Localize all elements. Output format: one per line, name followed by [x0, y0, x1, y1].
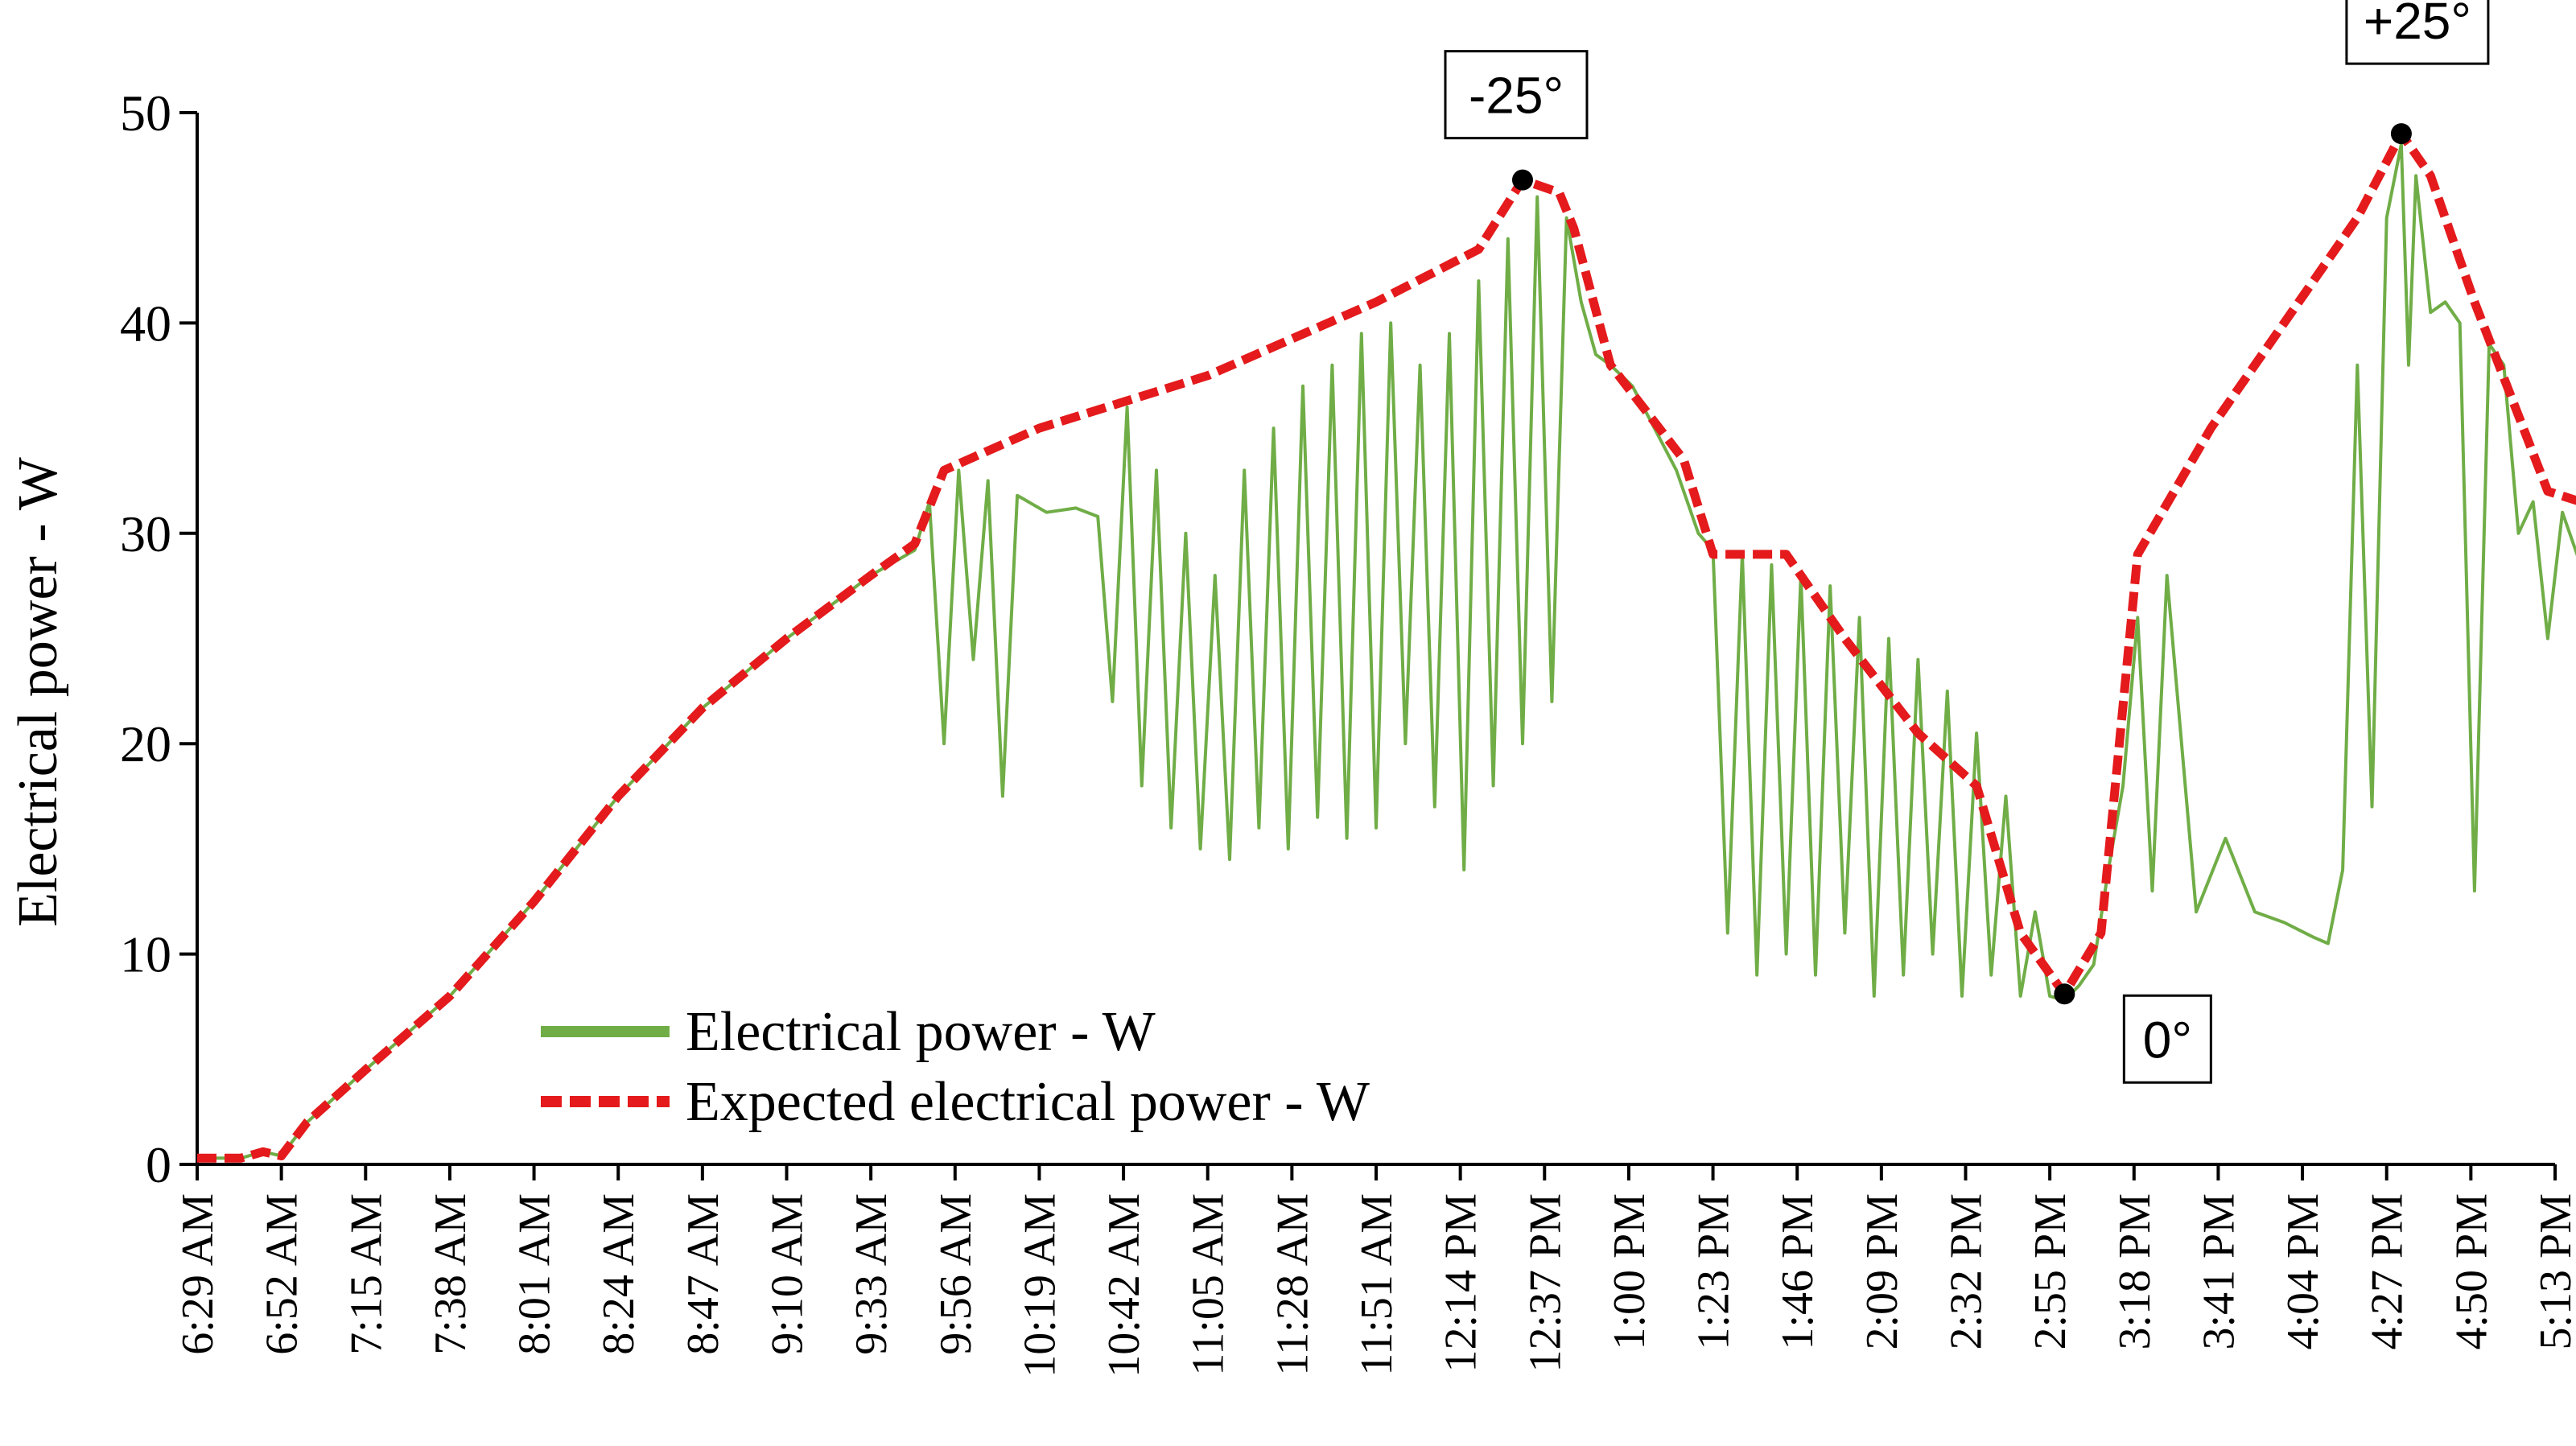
y-axis-title: Electrical power - W	[7, 457, 69, 927]
annotation-box	[1444, 50, 1589, 140]
x-tick-label: 7:15 AM	[341, 1193, 391, 1355]
x-tick-label: 4:04 PM	[2278, 1193, 2328, 1350]
x-tick-label: 1:46 PM	[1773, 1193, 1823, 1350]
x-tick-label: 8:01 AM	[510, 1193, 560, 1355]
x-axis-ticks: 6:29 AM 6:52 AM 7:15 AM 7:38 AM 8:01 AM 8:24 …	[173, 1164, 2576, 1378]
x-tick-label: 12:14 PM	[1436, 1193, 1486, 1373]
x-tick-label: 8:24 AM	[594, 1193, 644, 1355]
annotation-label: 0°	[2143, 1011, 2192, 1069]
annotation-marker	[2054, 983, 2075, 1005]
x-tick-label: 4:50 PM	[2446, 1193, 2496, 1350]
legend-label-expected-electrical-power: Expected electrical power - W	[686, 1071, 1370, 1133]
x-tick-label: 11:28 AM	[1267, 1193, 1317, 1376]
x-tick-label: 9:56 AM	[931, 1193, 981, 1355]
annotation-box	[2345, 0, 2490, 65]
x-tick-label: 2:09 PM	[1857, 1193, 1907, 1350]
x-tick-label: 3:18 PM	[2110, 1193, 2160, 1350]
legend: Electrical power - W Expected electrical…	[541, 1001, 1370, 1133]
annotation-box	[2122, 994, 2212, 1084]
annotation-marker	[1511, 169, 1533, 191]
y-tick-label: 0	[146, 1136, 171, 1193]
x-tick-label: 10:19 AM	[1015, 1193, 1065, 1378]
x-tick-label: 9:10 AM	[763, 1193, 813, 1355]
x-tick-label: 8:47 AM	[678, 1193, 728, 1355]
y-tick-label: 50	[120, 84, 171, 142]
x-tick-label: 1:23 PM	[1689, 1193, 1739, 1350]
y-tick-label: 10	[120, 926, 171, 983]
x-tick-label: 3:41 PM	[2194, 1193, 2244, 1350]
x-tick-label: 9:33 AM	[847, 1193, 896, 1355]
y-tick-label: 40	[120, 295, 171, 352]
annotation-label: -25°	[1469, 67, 1564, 125]
legend-label-electrical-power: Electrical power - W	[686, 1001, 1156, 1063]
x-tick-label: 6:29 AM	[173, 1193, 223, 1355]
series-expected-electrical-power-line	[197, 129, 2576, 1163]
x-tick-label: 5:13 PM	[2531, 1193, 2576, 1350]
y-tick-label: 30	[120, 505, 171, 562]
x-tick-label: 2:32 PM	[1942, 1193, 1992, 1350]
x-tick-label: 4:27 PM	[2363, 1193, 2413, 1350]
y-tick-label: 20	[120, 715, 171, 772]
y-axis-ticks: 0 10 20 30 40 50	[120, 84, 197, 1193]
x-tick-label: 12:37 PM	[1520, 1193, 1570, 1373]
x-tick-label: 7:38 AM	[426, 1193, 476, 1355]
x-tick-label: 11:51 AM	[1352, 1193, 1402, 1376]
x-tick-label: 1:00 PM	[1605, 1193, 1655, 1350]
annotation-label: +25°	[2364, 0, 2471, 50]
series-electrical-power-line	[197, 142, 2576, 1160]
x-tick-label: 10:42 AM	[1099, 1193, 1149, 1378]
annotation-marker	[2390, 123, 2412, 145]
x-tick-label: 2:55 PM	[2026, 1193, 2075, 1350]
x-tick-label: 6:52 AM	[258, 1193, 307, 1355]
peak-annotations: -25° +25° 0°	[1444, 0, 2490, 1084]
x-tick-label: 11:05 AM	[1184, 1193, 1234, 1376]
